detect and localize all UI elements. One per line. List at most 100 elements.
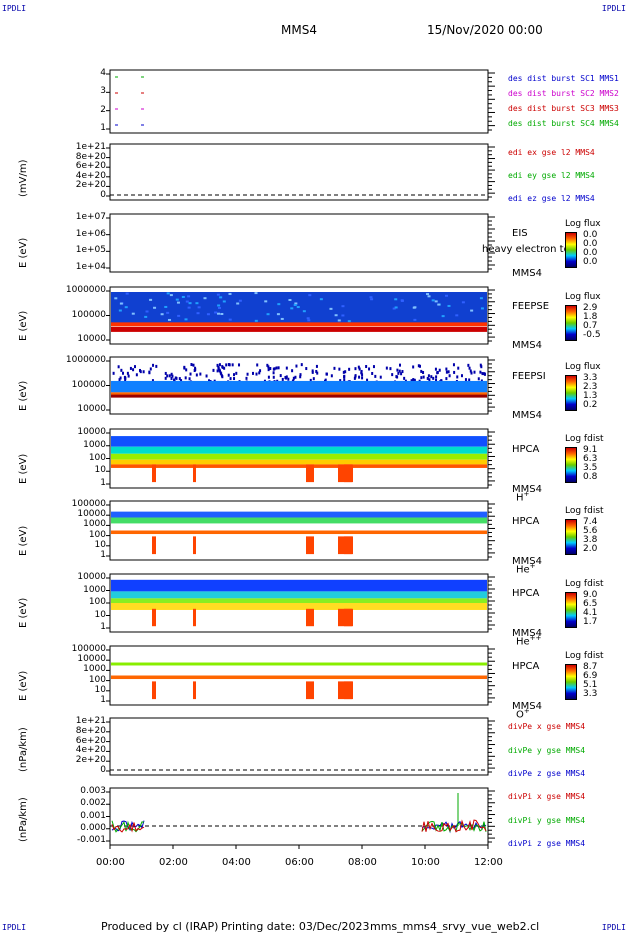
spectrogram-speck bbox=[164, 305, 168, 308]
spectrogram-speck bbox=[112, 371, 115, 375]
spectrogram-speck bbox=[309, 378, 312, 382]
colorbar bbox=[565, 375, 577, 411]
spectrogram-speck bbox=[480, 307, 484, 310]
y-tick-label: 1e+06 bbox=[75, 228, 106, 239]
spectrogram-speck bbox=[329, 307, 333, 310]
y-tick-label: 10 bbox=[94, 539, 106, 550]
y-tick-label: 100000 bbox=[71, 379, 106, 390]
spectrogram-speck bbox=[188, 302, 192, 305]
spectrogram-speck bbox=[422, 370, 425, 374]
colorbar-value: 3.5 bbox=[583, 463, 598, 473]
spectrogram-speck bbox=[170, 376, 173, 380]
panel-feepsi bbox=[106, 356, 495, 415]
spectrogram-speck bbox=[220, 312, 224, 315]
x-tick-label: 00:00 bbox=[96, 857, 125, 868]
corner-label-tl: IPDLI bbox=[2, 4, 27, 13]
spectrogram-spike bbox=[193, 608, 196, 627]
spectrogram-speck bbox=[177, 314, 181, 317]
y-axis-label: (nPa/km) bbox=[18, 726, 29, 772]
y-tick-label: 10000 bbox=[77, 572, 106, 582]
colorbar-value: 9.1 bbox=[583, 445, 598, 455]
legend-entry: divPi z gse MMS4 bbox=[508, 839, 586, 848]
spectrogram-speck bbox=[119, 376, 122, 380]
spectrogram-speck bbox=[432, 376, 435, 380]
spectrogram-speck bbox=[325, 372, 328, 376]
spectrogram-speck bbox=[119, 302, 123, 305]
spectrogram-speck bbox=[420, 376, 423, 380]
x-tick-label: 08:00 bbox=[348, 857, 377, 868]
spectrogram-speck bbox=[294, 375, 297, 379]
spectrogram-speck bbox=[401, 370, 404, 374]
spectrogram-spike bbox=[152, 536, 156, 555]
spectrogram-band bbox=[111, 591, 487, 599]
colorbar-value: 5.1 bbox=[583, 680, 598, 690]
spectrogram-speck bbox=[288, 298, 292, 301]
y-tick-label: 10 bbox=[94, 609, 106, 620]
spectrogram-speck bbox=[436, 371, 439, 375]
y-axis-label: E (eV) bbox=[18, 597, 29, 628]
spectrogram-speck bbox=[456, 375, 459, 379]
spectrogram-speck bbox=[266, 363, 269, 367]
spectrogram-spike bbox=[306, 608, 314, 627]
spectrogram-speck bbox=[368, 367, 371, 371]
spectrogram-speck bbox=[419, 364, 422, 368]
spectrogram-speck bbox=[124, 306, 128, 309]
spectrogram-spike bbox=[152, 608, 156, 627]
spectrogram-speck bbox=[358, 367, 361, 371]
spectrogram-spike bbox=[306, 681, 314, 700]
spectrogram-band bbox=[111, 394, 487, 398]
colorbar-title: Log flux bbox=[565, 362, 601, 372]
colorbar bbox=[565, 232, 577, 268]
y-tick-label: 4e+20 bbox=[75, 170, 106, 181]
y-tick-label: 100000 bbox=[71, 644, 106, 654]
spectrogram-speck bbox=[453, 370, 456, 374]
colorbar-value: 7.4 bbox=[583, 517, 598, 527]
produced-by: Produced by cl (IRAP) bbox=[101, 920, 219, 933]
colorbar-value: 1.8 bbox=[583, 312, 598, 322]
spectrogram-band bbox=[111, 322, 487, 327]
colorbar-value: 0.0 bbox=[583, 230, 598, 240]
spectrogram-speck bbox=[426, 376, 429, 380]
y-tick-label: 100 bbox=[88, 452, 106, 463]
spectrogram-speck bbox=[299, 373, 302, 377]
spectrogram-speck bbox=[166, 311, 170, 314]
spectrogram-band bbox=[111, 603, 487, 610]
instrument-label: HPCA bbox=[512, 515, 540, 527]
spectrogram-band bbox=[111, 511, 487, 518]
colorbar-value: 0.8 bbox=[583, 472, 598, 482]
spectrogram-speck bbox=[185, 300, 189, 303]
spectrogram-speck bbox=[299, 375, 302, 379]
spectrogram-speck bbox=[360, 369, 363, 373]
spectrogram-speck bbox=[343, 378, 346, 382]
spectrogram-speck bbox=[218, 363, 221, 367]
panel-hpca_o bbox=[106, 645, 495, 706]
spectrogram-band bbox=[111, 326, 487, 332]
legend-entry: divPi x gse MMS4 bbox=[508, 792, 586, 801]
spectrogram-speck bbox=[228, 318, 232, 321]
y-tick-label: 1 bbox=[100, 695, 106, 705]
spectrogram-band bbox=[111, 675, 487, 680]
spectrogram-speck bbox=[430, 375, 433, 379]
legend-entry: des dist burst SC2 MMS2 bbox=[508, 89, 619, 98]
spectrogram-band bbox=[111, 453, 487, 460]
legend-entry: edi ez gse l2 MMS4 bbox=[508, 194, 595, 203]
spectrogram-speck bbox=[457, 366, 460, 370]
panel-frame bbox=[109, 69, 489, 134]
spectrogram-speck bbox=[218, 369, 221, 373]
legend-entry: des dist burst SC3 MMS3 bbox=[508, 104, 619, 113]
y-tick-label: 6e+20 bbox=[75, 735, 106, 746]
x-tick-label: 12:00 bbox=[474, 857, 503, 868]
spectrogram-speck bbox=[176, 301, 180, 304]
spectrogram-speck bbox=[225, 363, 228, 367]
spectrogram-speck bbox=[371, 371, 374, 375]
y-tick-label: 2e+20 bbox=[75, 180, 106, 191]
spectrogram-speck bbox=[447, 304, 451, 307]
colorbar-title: Log flux bbox=[565, 219, 601, 229]
spectrogram-speck bbox=[167, 318, 171, 321]
spectrogram-speck bbox=[292, 376, 295, 380]
spectrogram-speck bbox=[217, 366, 220, 370]
instrument-label: FEEPSE bbox=[512, 300, 550, 312]
spectrogram-speck bbox=[266, 313, 270, 316]
spectrogram-speck bbox=[227, 373, 230, 377]
spectrogram-speck bbox=[410, 379, 413, 383]
